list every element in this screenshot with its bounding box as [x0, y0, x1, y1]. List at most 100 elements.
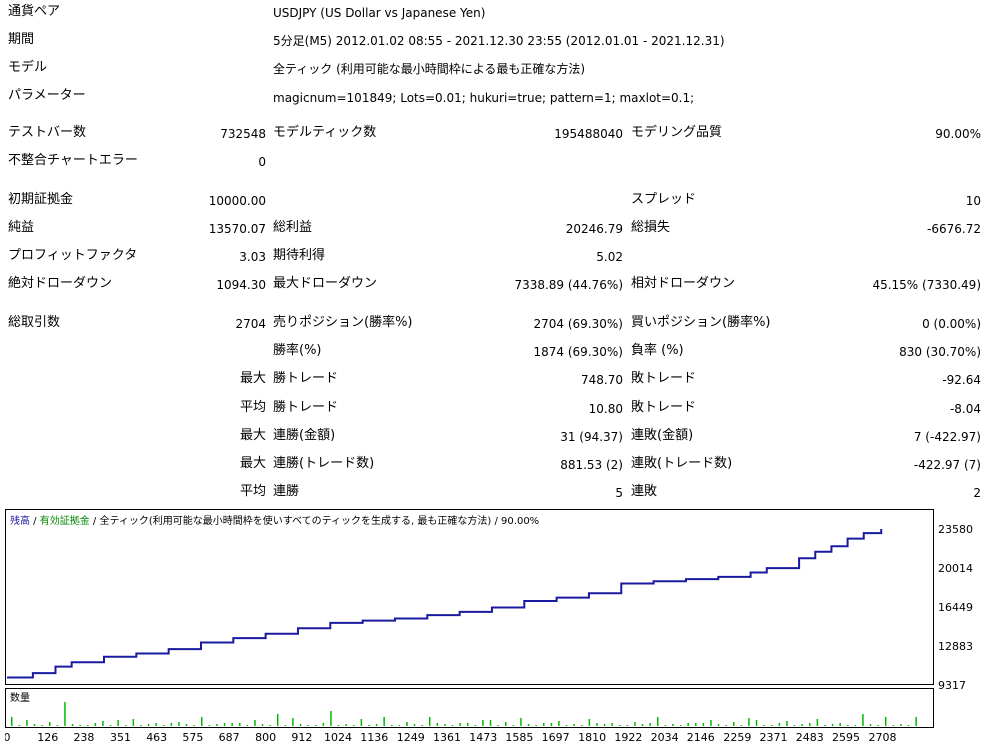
volume-bar: [801, 724, 803, 726]
net-profit-label: 純益: [8, 220, 35, 235]
volume-bar: [824, 725, 826, 726]
x-tick-label: 1473: [469, 731, 497, 744]
volume-bar: [125, 725, 127, 726]
model-ticks-value: 195488040: [554, 127, 623, 141]
balance-series-line: [7, 529, 883, 679]
volume-bar: [710, 720, 712, 726]
volume-bar: [49, 722, 51, 726]
consec-loss-cnt-label: 連敗(トレード数): [631, 456, 733, 471]
x-tick-label: 1024: [324, 731, 352, 744]
model-quality-label: モデリング品質: [631, 125, 723, 140]
volume-bar: [915, 717, 917, 726]
volume-bar: [695, 723, 697, 726]
initial-deposit-value: 10000.00: [208, 194, 266, 208]
x-tick-label: 1810: [578, 731, 606, 744]
avg-win-value: 10.80: [588, 402, 623, 416]
avg-consec-loss-label: 連敗: [631, 484, 658, 499]
volume-bar: [733, 722, 735, 726]
avg-label-1: 平均: [239, 400, 266, 415]
consec-win-amt-value: 31 (94.37): [560, 430, 623, 444]
volume-bar: [489, 720, 492, 726]
x-tick-label: 2034: [651, 731, 679, 744]
volume-bar: [292, 718, 294, 726]
long-label: 買いポジション(勝率%): [631, 315, 771, 330]
expected-payoff-label: 期待利得: [273, 248, 326, 263]
avg-label-2: 平均: [239, 484, 266, 499]
volume-bar: [558, 721, 560, 726]
volume-bar: [239, 723, 241, 726]
volume-bar: [398, 725, 401, 726]
gross-profit-label: 総利益: [273, 220, 313, 235]
y-axis: 23580 20014 16449 12883 9317: [938, 523, 973, 692]
volume-plot-frame: [5, 688, 934, 728]
volume-bar: [353, 725, 355, 726]
x-tick-label: 1361: [433, 731, 461, 744]
volume-bar: [299, 724, 302, 726]
legend-balance: 残高: [10, 514, 30, 527]
max-label-2: 最大: [239, 428, 266, 443]
win-rate-label: 勝率(%): [273, 343, 322, 358]
avg-consec-loss-value: 2: [973, 486, 981, 500]
volume-bar: [505, 722, 507, 726]
period-label: 期間: [8, 32, 35, 47]
volume-bar: [649, 723, 651, 726]
volume-bar: [482, 720, 484, 726]
model-quality-value: 90.00%: [935, 127, 981, 141]
largest-win-label: 勝トレード: [273, 371, 339, 386]
volume-bar: [755, 720, 758, 726]
abs-dd-value: 1094.30: [216, 278, 266, 292]
volume-bar: [413, 724, 416, 726]
volume-bar: [451, 725, 454, 726]
volume-bar: [216, 724, 218, 726]
avg-loss-value: -8.04: [949, 402, 981, 416]
volume-bar: [163, 725, 165, 726]
spread-label: スプレッド: [631, 192, 697, 207]
volume-bar: [277, 714, 279, 726]
volume-bar: [178, 722, 180, 726]
volume-bar: [634, 722, 636, 726]
volume-bar: [193, 725, 195, 726]
x-tick-label: 800: [255, 731, 276, 744]
rel-dd-value: 45.15% (7330.49): [872, 278, 981, 292]
volume-bar: [246, 725, 249, 726]
volume-bar: [254, 720, 256, 726]
volume-bar: [885, 717, 887, 726]
volume-bar: [619, 725, 621, 726]
volume-bar: [892, 725, 895, 726]
pair-value: USDJPY (US Dollar vs Japanese Yen): [273, 6, 486, 20]
volume-bar: [717, 724, 720, 726]
profit-factor-value: 3.03: [239, 250, 266, 264]
largest-win-value: 748.70: [581, 373, 623, 387]
mismatch-label: 不整合チャートエラー: [8, 153, 138, 168]
legend-sep-1: /: [30, 516, 40, 527]
avg-consec-win-label: 連勝: [273, 484, 300, 499]
x-tick-label: 687: [219, 731, 240, 744]
volume-bar: [573, 724, 575, 726]
net-profit-value: 13570.07: [208, 222, 266, 236]
x-tick-label: 2146: [687, 731, 715, 744]
chart-legend: 残高 / 有効証拠金 / 全ティック(利用可能な最小時間枠を使いすべてのティック…: [10, 514, 539, 527]
consec-win-cnt-value: 881.53 (2): [560, 458, 623, 472]
short-label: 売りポジション(勝率%): [273, 315, 413, 330]
max-dd-label: 最大ドローダウン: [273, 276, 378, 291]
volume-bar: [543, 723, 545, 726]
model-value: 全ティック (利用可能な最小時間枠による最も正確な方法): [273, 62, 586, 76]
volume-bar: [679, 725, 682, 726]
volume-bar: [778, 723, 781, 726]
volume-bar: [322, 723, 325, 726]
volume-bar: [550, 723, 553, 726]
consec-loss-amt-value: 7 (-422.97): [913, 430, 981, 444]
volume-bar: [109, 725, 112, 726]
max-dd-value: 7338.89 (44.76%): [514, 278, 623, 292]
x-tick-label: 1136: [360, 731, 388, 744]
avg-consec-win-value: 5: [615, 486, 623, 500]
volume-bar: [155, 723, 157, 726]
volume-bar: [611, 723, 613, 726]
largest-loss-value: -92.64: [942, 373, 981, 387]
volume-bar: [261, 724, 264, 726]
consec-win-amt-label: 連勝(金額): [273, 428, 336, 443]
avg-loss-label: 敗トレード: [631, 400, 697, 415]
volume-bar: [862, 714, 864, 726]
volume-bar: [71, 724, 74, 726]
volume-bar: [581, 725, 583, 726]
